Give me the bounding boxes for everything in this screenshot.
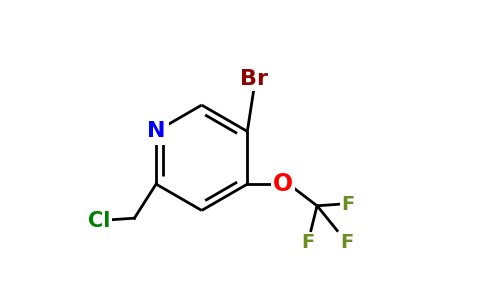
Text: N: N	[147, 122, 166, 141]
Text: F: F	[301, 233, 315, 253]
Text: Br: Br	[240, 69, 268, 89]
Text: O: O	[273, 172, 293, 196]
Text: F: F	[340, 233, 353, 253]
Text: Cl: Cl	[88, 211, 110, 231]
Text: F: F	[341, 195, 355, 214]
